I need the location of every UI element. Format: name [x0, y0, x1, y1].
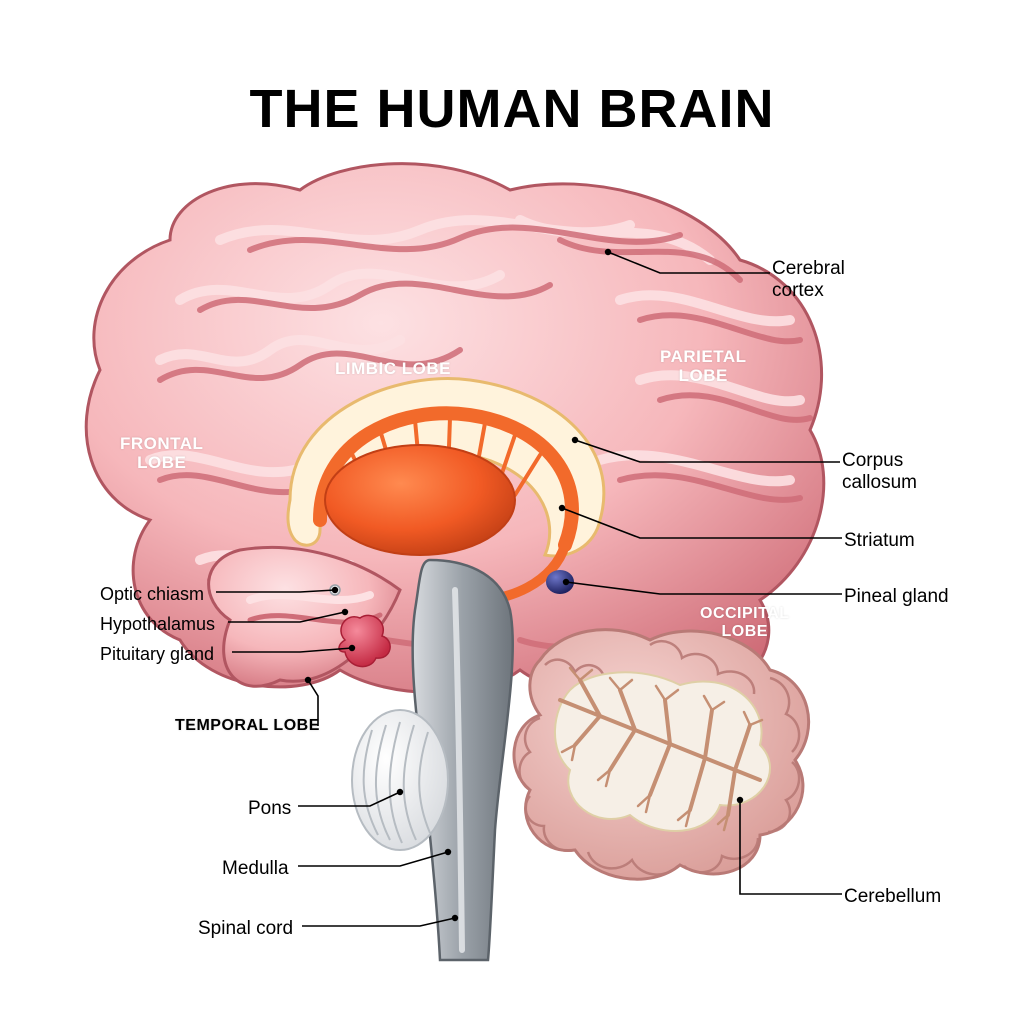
- dot-striatum: [559, 505, 565, 511]
- label-pons: Pons: [248, 798, 291, 820]
- dot-hypothalamus: [342, 609, 348, 615]
- dot-cerebral-cortex: [605, 249, 611, 255]
- dot-optic-chiasm: [332, 587, 338, 593]
- label-hypothalamus: Hypothalamus: [100, 614, 215, 635]
- label-medulla: Medulla: [222, 858, 289, 880]
- label-corpus-callosum: Corpus callosum: [842, 450, 917, 494]
- overlay-temporal-lobe: TEMPORAL LOBE: [175, 717, 320, 735]
- leader-medulla: [298, 852, 448, 866]
- pons-shape: [352, 710, 448, 850]
- label-pineal-gland: Pineal gland: [844, 586, 949, 608]
- label-spinal-cord: Spinal cord: [198, 918, 293, 940]
- leader-spinal-cord: [302, 918, 455, 926]
- overlay-parietal-lobe: PARIETAL LOBE: [660, 348, 746, 385]
- dot-pons: [397, 789, 403, 795]
- dot-spinal-cord: [452, 915, 458, 921]
- label-optic-chiasm: Optic chiasm: [100, 584, 204, 605]
- dot-pineal-gland: [563, 579, 569, 585]
- dot-pituitary-gland: [349, 645, 355, 651]
- overlay-limbic-lobe: LIMBIC LOBE: [335, 360, 451, 379]
- cerebellum-shape: [514, 630, 809, 880]
- overlay-frontal-lobe: FRONTAL LOBE: [120, 435, 203, 472]
- dot-cerebellum: [737, 797, 743, 803]
- brain-diagram-stage: { "title": { "text": "THE HUMAN BRAIN", …: [0, 0, 1024, 1024]
- label-striatum: Striatum: [844, 530, 915, 552]
- label-pituitary-gland: Pituitary gland: [100, 644, 214, 665]
- label-cerebral-cortex: Cerebral cortex: [772, 258, 845, 302]
- label-cerebellum: Cerebellum: [844, 886, 941, 908]
- dot-corpus-callosum: [572, 437, 578, 443]
- overlay-occipital-lobe: OCCIPITAL LOBE: [700, 605, 790, 640]
- dot-temporal-leader: [305, 677, 311, 683]
- brain-illustration: [0, 0, 1024, 1024]
- dot-medulla: [445, 849, 451, 855]
